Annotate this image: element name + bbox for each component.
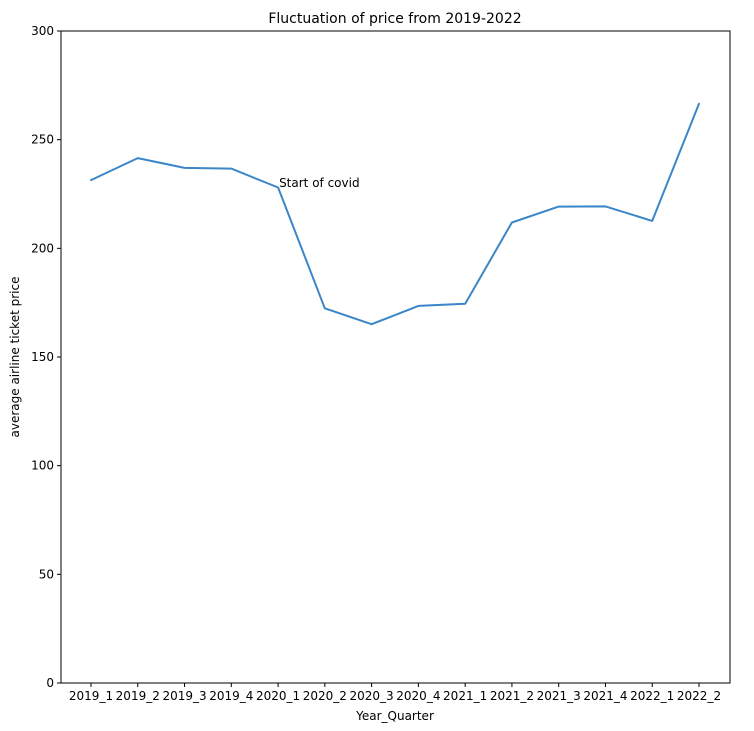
x-tick-label: 2020_1	[256, 689, 300, 703]
series-line	[90, 102, 700, 326]
y-axis-label: average airline ticket price	[8, 277, 22, 438]
y-tick-label: 300	[31, 24, 54, 38]
x-tick-label: 2019_2	[116, 689, 160, 703]
plot-frame	[60, 30, 731, 684]
y-tick-label: 50	[39, 567, 54, 581]
annotation-label: Start of covid	[279, 176, 360, 190]
x-tick-label: 2020_3	[350, 689, 394, 703]
y-tick-label: 250	[31, 133, 54, 147]
x-tick-label: 2019_1	[69, 689, 113, 703]
y-tick-label: 100	[31, 459, 54, 473]
x-tick-label: 2019_4	[209, 689, 253, 703]
x-axis-label: Year_Quarter	[355, 709, 434, 723]
x-tick-label: 2021_3	[537, 689, 581, 703]
x-tick-label: 2022_1	[630, 689, 674, 703]
y-tick-label: 200	[31, 241, 54, 255]
x-tick-label: 2021_4	[583, 689, 627, 703]
x-tick-label: 2022_2	[677, 689, 721, 703]
x-tick-label: 2021_1	[443, 689, 487, 703]
y-tick-label: 150	[31, 350, 54, 364]
chart-title: Fluctuation of price from 2019-2022	[268, 11, 521, 27]
x-tick-label: 2020_4	[396, 689, 440, 703]
y-tick-label: 0	[46, 676, 54, 690]
plot-area: 0 50 100 150 200 250 300 2019_1 2019_2 2019_3 2019…	[31, 24, 721, 703]
x-tick-label: 2020_2	[303, 689, 347, 703]
x-tick-label: 2021_2	[490, 689, 534, 703]
x-tick-label: 2019_3	[162, 689, 206, 703]
